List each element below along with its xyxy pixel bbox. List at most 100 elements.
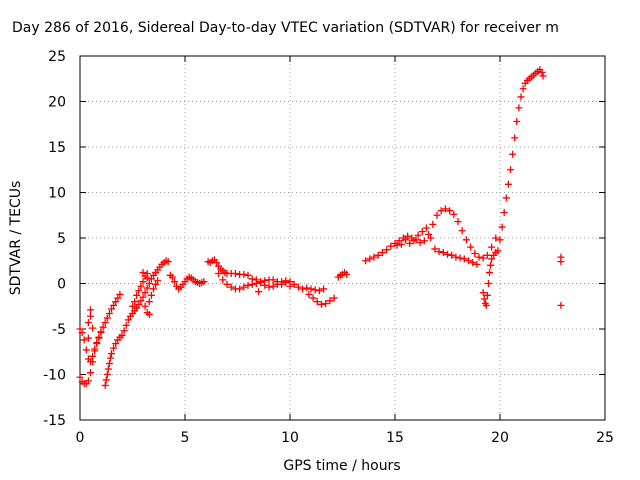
data-point	[483, 251, 491, 259]
data-point	[76, 325, 84, 333]
data-point	[383, 246, 391, 254]
data-point	[395, 237, 403, 245]
data-point	[164, 258, 172, 266]
data-point	[110, 344, 118, 352]
data-point	[450, 210, 458, 218]
y-tick-label: 20	[48, 95, 66, 111]
data-point	[494, 247, 502, 255]
data-point	[101, 319, 109, 327]
data-point	[252, 276, 260, 284]
x-tick-label: 5	[181, 430, 190, 446]
data-point	[103, 371, 111, 378]
data-point	[141, 289, 149, 297]
x-tick-label: 25	[596, 430, 614, 446]
data-point	[139, 269, 147, 277]
data-point	[435, 248, 443, 256]
data-point	[492, 234, 500, 242]
data-point	[483, 291, 491, 299]
data-point	[502, 194, 510, 202]
data-point	[141, 302, 149, 310]
data-point	[471, 249, 479, 257]
data-point	[240, 283, 248, 291]
data-point	[498, 223, 506, 231]
data-point	[147, 275, 155, 283]
data-point	[104, 365, 112, 373]
data-point	[469, 259, 477, 267]
data-point	[330, 294, 338, 302]
data-point	[278, 280, 286, 288]
data-point	[154, 277, 162, 285]
data-point	[370, 253, 378, 261]
data-point	[431, 245, 439, 253]
data-point	[420, 237, 428, 245]
data-point	[78, 329, 86, 337]
data-point	[309, 294, 317, 302]
data-point	[487, 261, 495, 269]
data-point	[84, 334, 92, 342]
data-point	[84, 319, 92, 327]
data-point	[320, 285, 328, 293]
data-point	[446, 207, 454, 215]
data-point	[504, 180, 512, 188]
data-point	[223, 280, 231, 288]
data-point	[116, 290, 124, 298]
data-point	[80, 336, 88, 344]
data-point	[517, 93, 525, 101]
data-point	[439, 249, 447, 257]
data-point	[105, 310, 113, 318]
data-point	[311, 286, 319, 294]
y-tick-label: 15	[48, 140, 66, 156]
data-point	[326, 297, 334, 305]
data-point	[87, 358, 94, 366]
data-point	[437, 207, 445, 215]
data-point	[87, 312, 94, 320]
data-point	[248, 275, 256, 283]
data-point	[460, 255, 468, 263]
data-point	[112, 340, 120, 348]
x-tick-label: 20	[491, 430, 509, 446]
data-point	[97, 328, 105, 336]
data-point	[120, 327, 128, 335]
data-point	[313, 298, 321, 306]
data-point	[215, 269, 223, 277]
data-point	[145, 298, 153, 306]
data-point	[93, 339, 101, 347]
data-point	[557, 253, 565, 261]
data-point	[89, 352, 97, 360]
x-tick-label: 0	[76, 430, 85, 446]
y-tick-label: 10	[48, 186, 66, 202]
data-point	[227, 283, 235, 291]
data-point	[231, 269, 239, 277]
data-point	[84, 377, 92, 385]
data-point	[269, 276, 277, 284]
data-point	[429, 220, 437, 228]
data-point	[244, 281, 252, 289]
data-point	[465, 257, 472, 265]
data-point	[91, 345, 99, 353]
data-point	[105, 360, 113, 368]
x-tick-label: 15	[386, 430, 404, 446]
data-point	[557, 301, 565, 309]
data-point	[290, 280, 298, 288]
data-point	[133, 304, 141, 312]
data-point	[257, 278, 265, 286]
data-point	[488, 255, 496, 263]
y-tick-label: 25	[48, 49, 66, 65]
data-point	[114, 294, 122, 302]
data-point	[147, 291, 155, 299]
data-point	[479, 289, 487, 297]
data-point	[95, 333, 103, 341]
data-point	[145, 310, 153, 318]
data-point	[513, 118, 521, 126]
data-point	[538, 68, 546, 76]
data-point	[444, 250, 451, 258]
data-point	[410, 237, 418, 245]
data-point	[484, 280, 492, 287]
data-point	[99, 323, 107, 331]
data-point	[303, 284, 311, 292]
data-point	[131, 298, 139, 306]
data-point	[397, 240, 405, 248]
data-point	[307, 285, 315, 293]
data-point	[475, 253, 483, 261]
y-tick-label: -10	[43, 368, 66, 384]
